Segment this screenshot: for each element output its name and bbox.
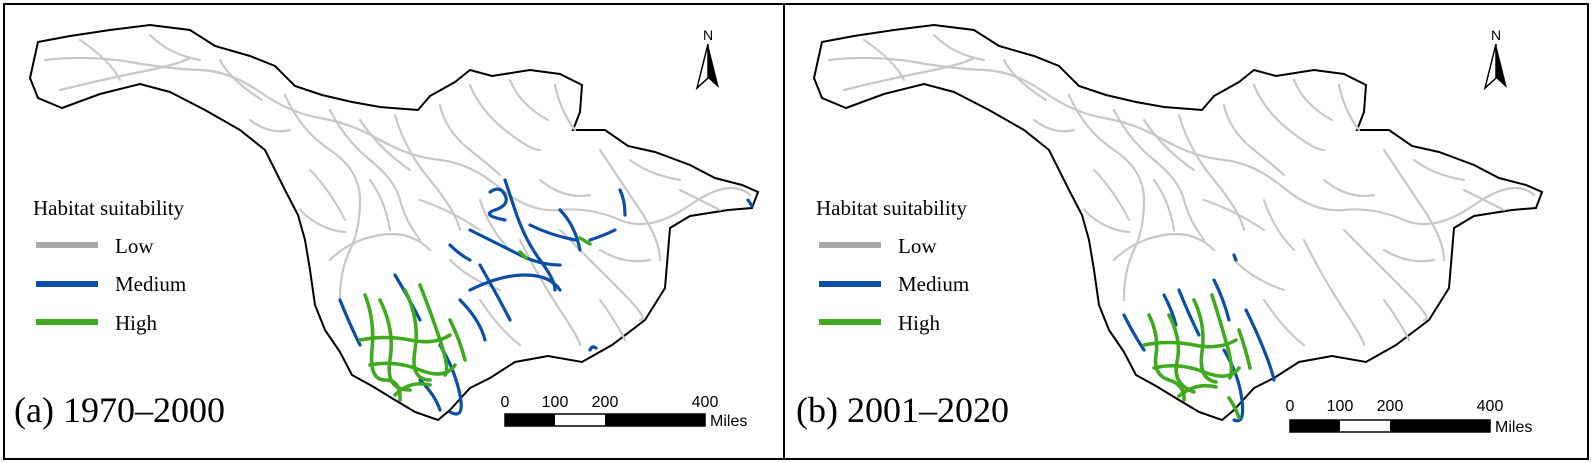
north-arrow-icon <box>695 43 709 91</box>
scale-unit: Miles <box>710 413 747 430</box>
basin-map <box>29 24 759 421</box>
legend: Habitat suitability Low Medium High <box>33 196 186 335</box>
legend-title: Habitat suitability <box>816 196 968 220</box>
north-arrow: N <box>695 27 719 91</box>
legend-label-medium: Medium <box>898 272 969 296</box>
scale-tick-400: 400 <box>1477 398 1504 415</box>
panel-b: N Habitat suitability Low Medium High (b… <box>796 24 1543 436</box>
legend-title: Habitat suitability <box>33 196 185 220</box>
figure-frame <box>3 3 1589 460</box>
legend-label-low: Low <box>115 234 154 258</box>
legend-label-high: High <box>115 311 158 335</box>
legend-label-low: Low <box>898 234 937 258</box>
scale-tick-100: 100 <box>542 394 569 411</box>
scale-tick-100: 100 <box>1327 398 1354 415</box>
legend-label-high: High <box>898 311 941 335</box>
scale-tick-200: 200 <box>592 394 619 411</box>
medium-suitability-rivers <box>338 178 754 416</box>
panel-label: (b) 2001–2020 <box>796 390 1009 430</box>
north-label: N <box>1491 27 1501 43</box>
scale-unit: Miles <box>1495 419 1532 436</box>
north-arrow-icon <box>1483 43 1497 91</box>
medium-suitability-rivers <box>1122 253 1276 423</box>
scale-bar: 0 100 200 400 Miles <box>501 394 748 430</box>
scale-tick-0: 0 <box>501 394 510 411</box>
north-label: N <box>703 27 713 43</box>
high-suitability-rivers <box>1142 293 1252 420</box>
scale-tick-400: 400 <box>692 394 719 411</box>
scale-tick-200: 200 <box>1377 398 1404 415</box>
scale-bar: 0 100 200 400 Miles <box>1286 398 1533 436</box>
scale-tick-0: 0 <box>1286 398 1295 415</box>
legend-label-medium: Medium <box>115 272 186 296</box>
north-arrow: N <box>1483 27 1507 91</box>
legend: Habitat suitability Low Medium High <box>816 196 969 335</box>
high-suitability-rivers <box>358 236 592 402</box>
panel-a: N Habitat suitability Low Medium High (a… <box>14 24 759 430</box>
panel-label: (a) 1970–2000 <box>14 390 225 430</box>
